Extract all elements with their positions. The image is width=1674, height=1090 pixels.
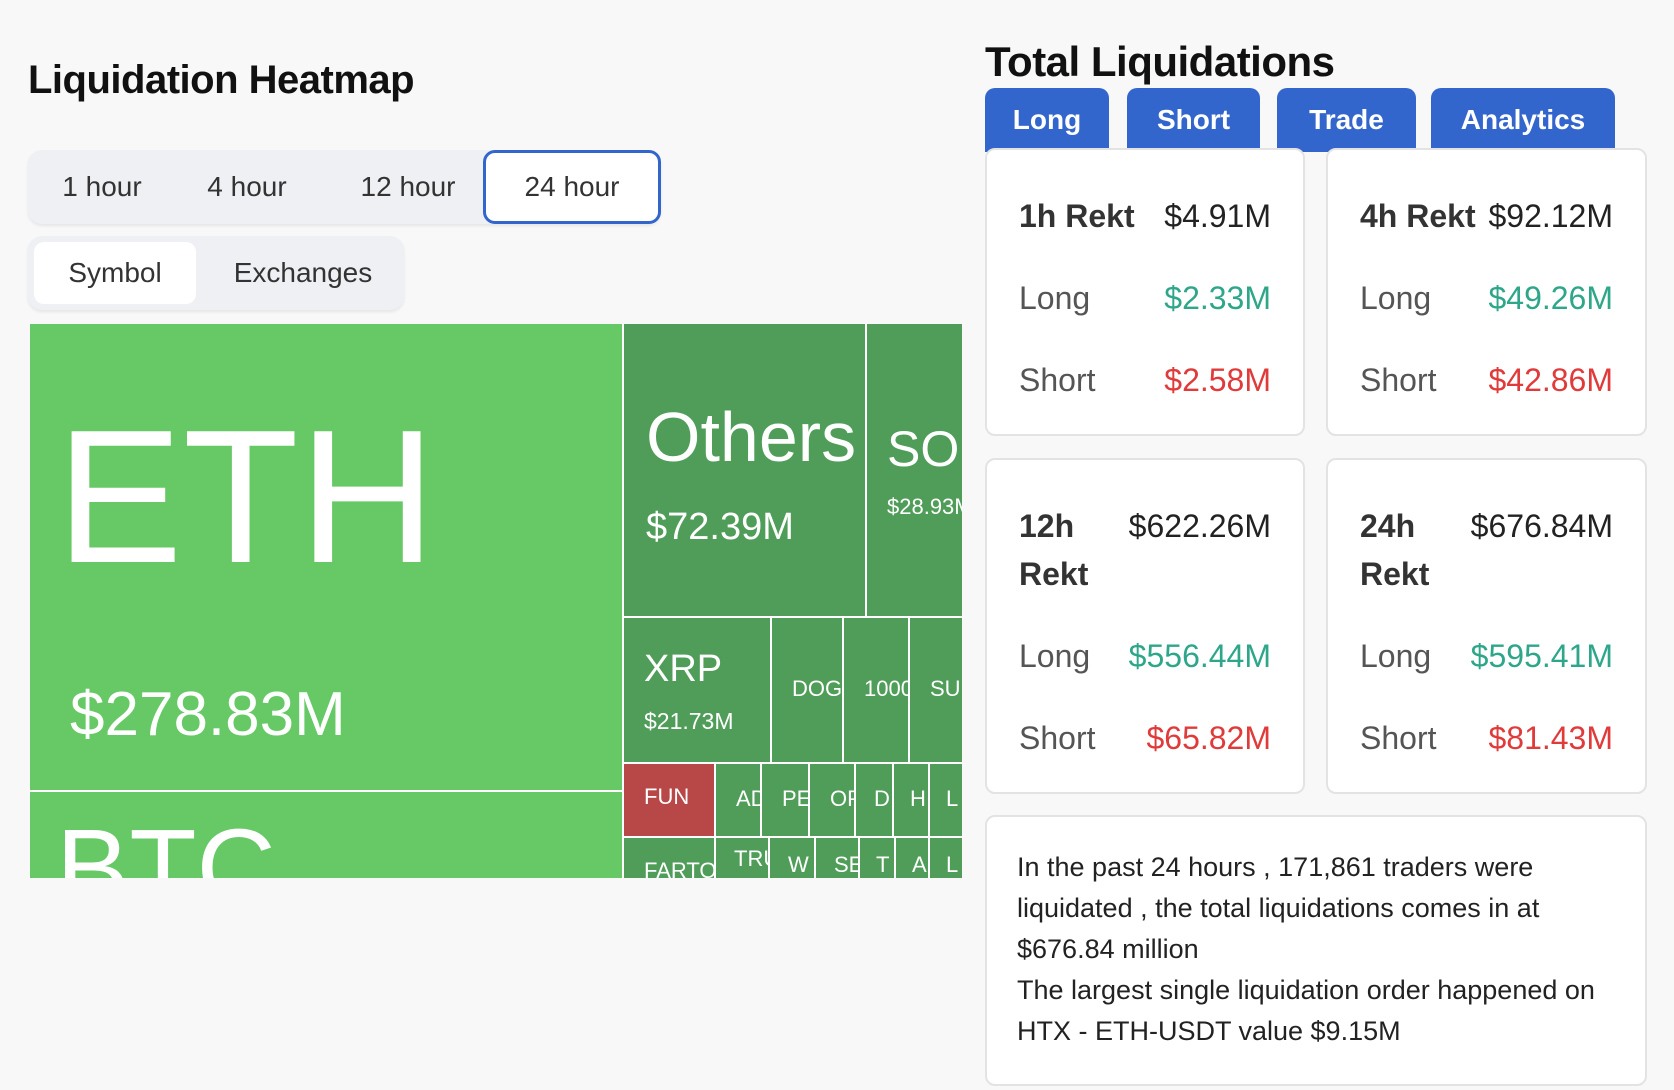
tile-se[interactable]: SE: [816, 838, 860, 878]
tile-l-bottom[interactable]: L: [930, 838, 962, 878]
tile-pepe-symbol: PE: [782, 786, 810, 811]
tile-ada[interactable]: AD: [716, 764, 762, 838]
tile-eth[interactable]: ETH $278.83M: [30, 324, 624, 792]
card-24h-label-2: Rekt: [1360, 556, 1430, 592]
card-24h-label-1: 24h: [1360, 508, 1416, 544]
card-1h-total: $4.91M: [1164, 198, 1271, 234]
tile-se-symbol: SE: [834, 852, 858, 877]
tab-4-hour[interactable]: 4 hour: [207, 171, 287, 202]
tile-1000[interactable]: 1000: [844, 618, 910, 764]
tile-btc-symbol: BTC: [56, 807, 276, 879]
card-12h-long-label: Long: [1019, 638, 1091, 674]
card-24h-long-label: Long: [1360, 638, 1432, 674]
card-12h-short-value: $65.82M: [1146, 720, 1271, 756]
card-1h-short-value: $2.58M: [1164, 362, 1271, 398]
liquidation-heatmap: ETH $278.83M BTC Others $72.39M SOL $28.…: [30, 324, 962, 878]
tile-others[interactable]: Others $72.39M: [624, 324, 867, 618]
tile-sol[interactable]: SOL $28.93M: [867, 324, 962, 618]
tile-doge-symbol: DOG: [792, 676, 843, 701]
card-1h-short-label: Short: [1019, 362, 1096, 398]
tile-a[interactable]: A: [896, 838, 930, 878]
tile-fun-symbol: FUN: [644, 784, 690, 809]
view-tabs: Symbol Exchanges: [28, 236, 404, 310]
tile-doge[interactable]: DOG: [772, 618, 844, 764]
card-24h-short-label: Short: [1360, 720, 1437, 756]
card-12h: 12h $622.26M Rekt Long $556.44M Short $6…: [985, 458, 1305, 794]
tile-xrp[interactable]: XRP $21.73M: [624, 618, 772, 764]
card-12h-long-value: $556.44M: [1128, 638, 1271, 674]
tile-tru-symbol: TRU: [734, 846, 768, 871]
summary-line-1: In the past 24 hours , 171,861 traders w…: [1017, 852, 1534, 882]
summary-line-2: liquidated , the total liquidations come…: [1017, 893, 1540, 923]
tab-12-hour[interactable]: 12 hour: [360, 171, 456, 202]
tile-d-symbol: D: [874, 786, 890, 811]
tile-xrp-value: $21.73M: [644, 708, 734, 734]
card-4h-total: $92.12M: [1488, 198, 1613, 234]
card-4h-long-value: $49.26M: [1488, 280, 1613, 316]
card-12h-short-label: Short: [1019, 720, 1096, 756]
tile-a-symbol: A: [912, 852, 927, 877]
card-4h-short-value: $42.86M: [1488, 362, 1613, 398]
tab-short[interactable]: Short: [1127, 88, 1260, 152]
tab-24-hour[interactable]: 24 hour: [483, 150, 661, 224]
tile-others-value: $72.39M: [646, 506, 794, 548]
tile-d[interactable]: D: [856, 764, 894, 838]
summary-line-5: HTX - ETH-USDT value $9.15M: [1017, 1016, 1401, 1046]
tile-fartcoin[interactable]: FARTO: [624, 838, 716, 878]
tab-1-hour[interactable]: 1 hour: [62, 171, 142, 202]
card-4h-short-label: Short: [1360, 362, 1437, 398]
tile-op[interactable]: OP: [810, 764, 856, 838]
tab-analytics[interactable]: Analytics: [1431, 88, 1615, 152]
tab-exchanges[interactable]: Exchanges: [233, 257, 373, 288]
card-24h-total: $676.84M: [1470, 508, 1613, 544]
card-24h-long-value: $595.41M: [1470, 638, 1613, 674]
page-title: Liquidation Heatmap: [28, 58, 415, 102]
tile-eth-value: $278.83M: [70, 680, 346, 749]
tile-sol-symbol: SOL: [887, 421, 962, 477]
tile-others-symbol: Others: [646, 398, 857, 476]
tile-pepe[interactable]: PE: [762, 764, 810, 838]
tile-h[interactable]: H: [894, 764, 930, 838]
tab-long[interactable]: Long: [985, 88, 1109, 152]
total-liquidations-title: Total Liquidations: [985, 38, 1335, 85]
tile-ada-symbol: AD: [736, 786, 760, 811]
card-12h-label-1: 12h: [1019, 508, 1075, 544]
tile-l-top-symbol: L: [946, 786, 959, 811]
summary-line-4: The largest single liquidation order hap…: [1017, 975, 1595, 1005]
tile-t[interactable]: T: [860, 838, 896, 878]
tile-sui[interactable]: SUI: [910, 618, 962, 764]
card-4h: 4h Rekt $92.12M Long $49.26M Short $42.8…: [1326, 148, 1647, 436]
tile-l-bottom-symbol: L: [946, 852, 959, 877]
tile-tru[interactable]: TRU: [716, 838, 770, 878]
tile-l-top[interactable]: L: [930, 764, 962, 838]
card-4h-long-label: Long: [1360, 280, 1432, 316]
tile-fartcoin-symbol: FARTO: [644, 858, 716, 879]
summary-line-3: $676.84 million: [1017, 934, 1199, 964]
tile-sui-symbol: SUI: [930, 676, 962, 701]
card-24h-short-value: $81.43M: [1488, 720, 1613, 756]
liquidation-summary: In the past 24 hours , 171,861 traders w…: [985, 815, 1647, 1086]
tile-eth-symbol: ETH: [56, 391, 436, 603]
card-1h: 1h Rekt $4.91M Long $2.33M Short $2.58M: [985, 148, 1305, 436]
tab-trade[interactable]: Trade: [1277, 88, 1416, 152]
tile-fun[interactable]: FUN: [624, 764, 716, 838]
tile-t-symbol: T: [876, 852, 890, 877]
tab-symbol[interactable]: Symbol: [34, 242, 196, 304]
tile-op-symbol: OP: [830, 786, 854, 811]
tile-w-symbol: W: [788, 852, 809, 877]
tile-w[interactable]: W: [770, 838, 816, 878]
card-12h-label-2: Rekt: [1019, 556, 1089, 592]
tile-sol-value: $28.93M: [887, 494, 962, 519]
card-4h-label: 4h Rekt: [1360, 198, 1476, 234]
tile-xrp-symbol: XRP: [644, 648, 723, 690]
card-1h-label: 1h Rekt: [1019, 198, 1135, 234]
card-12h-total: $622.26M: [1128, 508, 1271, 544]
card-1h-long-value: $2.33M: [1164, 280, 1271, 316]
card-24h: 24h $676.84M Rekt Long $595.41M Short $8…: [1326, 458, 1647, 794]
card-1h-long-label: Long: [1019, 280, 1091, 316]
tile-h-symbol: H: [910, 786, 926, 811]
tile-btc[interactable]: BTC: [30, 792, 624, 878]
time-range-tabs: 1 hour 4 hour 12 hour 24 hour: [28, 150, 661, 224]
tile-1000-symbol: 1000: [864, 676, 910, 701]
